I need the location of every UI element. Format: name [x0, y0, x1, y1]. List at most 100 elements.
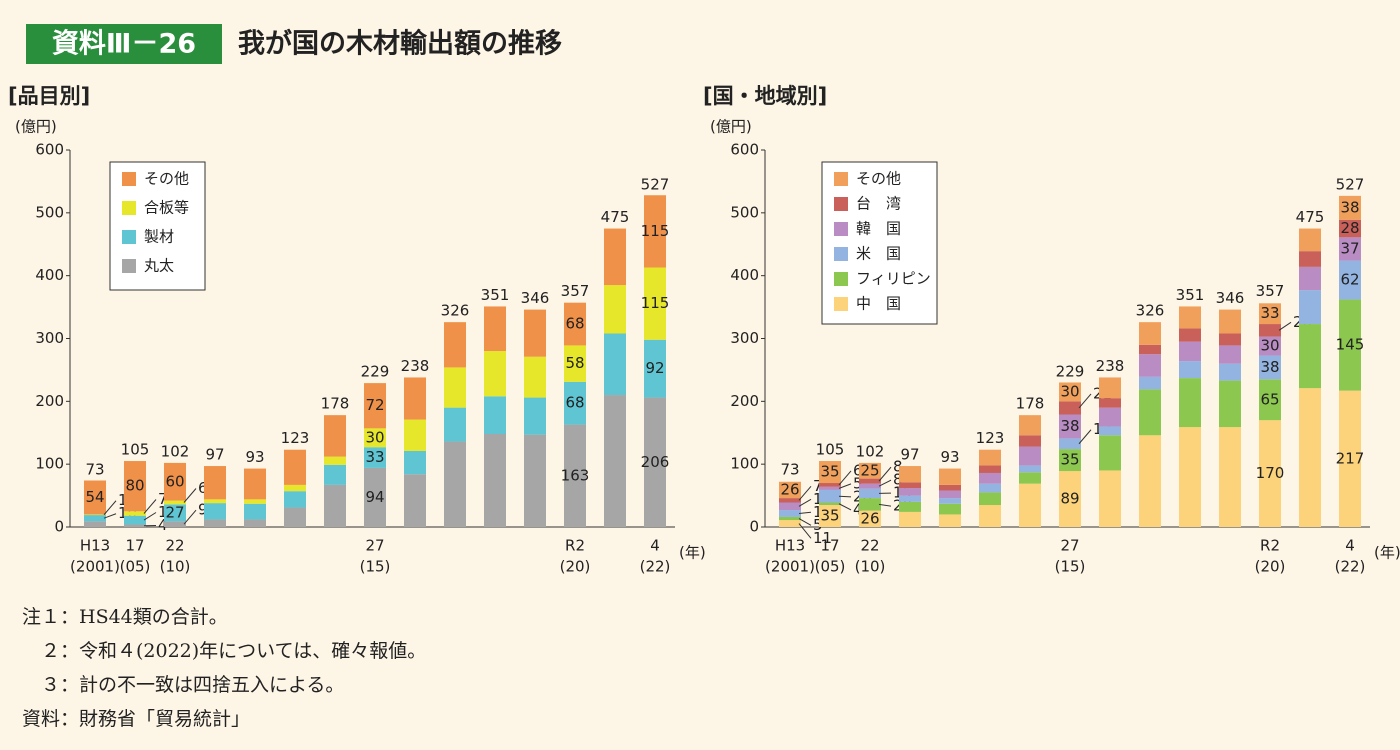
- value-label: 60: [165, 472, 184, 490]
- x-axis-label: (年): [679, 544, 706, 562]
- value-label: 1: [118, 491, 128, 509]
- bar-segment: [124, 511, 146, 516]
- bar-segment: [1059, 414, 1081, 439]
- value-label: 38: [1060, 417, 1079, 435]
- bar-segment: [939, 503, 961, 515]
- leader-line: [878, 466, 892, 482]
- bar-segment: [244, 519, 266, 527]
- bar-segment: [364, 447, 386, 468]
- legend-swatch: [122, 172, 136, 186]
- value-label: 170: [1256, 464, 1285, 482]
- bar-segment: [1019, 472, 1041, 484]
- leader-line: [798, 518, 812, 526]
- value-label: 4: [853, 500, 863, 518]
- value-label: 26: [860, 509, 879, 527]
- bar-segment: [604, 228, 626, 286]
- x-axis-label: (年): [1374, 544, 1400, 562]
- value-label: 68: [565, 315, 584, 333]
- legend-label: 米 国: [856, 245, 901, 263]
- y-tick-label: 300: [730, 329, 759, 347]
- legend-swatch: [834, 222, 848, 236]
- bar-segment: [1259, 420, 1281, 527]
- bar-segment: [859, 478, 881, 484]
- bar-segment: [779, 510, 801, 517]
- x-tick-sublabel: (2001): [765, 558, 815, 576]
- bar-segment: [284, 449, 306, 485]
- bar-segment: [324, 456, 346, 465]
- bar-segment: [779, 498, 801, 503]
- bar-segment: [1299, 290, 1321, 325]
- bar-segment: [779, 516, 801, 521]
- bar-segment: [939, 490, 961, 499]
- leader-line: [838, 483, 852, 489]
- bar-segment: [204, 519, 226, 527]
- leader-line: [878, 503, 892, 507]
- leader-line: [798, 523, 812, 539]
- legend-label: 丸太: [144, 257, 174, 275]
- bar-segment: [204, 466, 226, 500]
- note: ２：令和４(2022)年については、確々報値。: [22, 640, 426, 662]
- value-label: 38: [1260, 358, 1279, 376]
- total-label: 475: [1296, 208, 1325, 226]
- x-tick-label: H13: [775, 537, 805, 555]
- bar-segment: [1099, 470, 1121, 527]
- legend-swatch: [122, 230, 136, 244]
- y-tick-label: 400: [730, 266, 759, 284]
- leader-line: [798, 485, 812, 501]
- leader-line: [798, 511, 812, 514]
- bar-segment: [779, 481, 801, 499]
- bar-segment: [604, 333, 626, 396]
- value-label: 33: [365, 448, 384, 466]
- bar-segment: [524, 309, 546, 357]
- legend-swatch: [834, 297, 848, 311]
- bar-segment: [1139, 389, 1161, 436]
- bar-segment: [484, 351, 506, 397]
- y-tick-label: 0: [749, 518, 759, 536]
- bar-segment: [124, 515, 146, 525]
- legend-swatch: [122, 259, 136, 273]
- bar-segment: [979, 465, 1001, 473]
- bar-segment: [1219, 345, 1241, 364]
- leader-line: [183, 488, 197, 503]
- total-label: 357: [561, 282, 590, 300]
- value-label: 65: [1260, 390, 1279, 408]
- total-label: 238: [1096, 357, 1125, 375]
- x-tick-sublabel: (15): [1055, 558, 1086, 576]
- note: ３：計の不一致は四捨五入による。: [22, 674, 344, 696]
- bar-segment: [124, 461, 146, 512]
- value-label: 5: [853, 474, 863, 492]
- leader-line: [878, 479, 892, 487]
- total-label: 351: [481, 286, 510, 304]
- bar-segment: [444, 322, 466, 368]
- total-label: 97: [205, 446, 224, 464]
- legend-swatch: [834, 272, 848, 286]
- x-tick-label: 27: [1060, 537, 1079, 555]
- value-label: 30: [1060, 382, 1079, 400]
- value-label: 35: [820, 507, 839, 525]
- bar-segment: [524, 397, 546, 435]
- bar-segment: [1219, 427, 1241, 527]
- bar-segment: [284, 491, 306, 508]
- value-label: 6: [853, 461, 863, 479]
- bar-segment: [1139, 376, 1161, 390]
- bar-segment: [124, 524, 146, 527]
- bar-segment: [364, 467, 386, 527]
- x-tick-sublabel: (10): [160, 558, 191, 576]
- value-label: 89: [1060, 490, 1079, 508]
- value-label: 30: [365, 428, 384, 446]
- bar-segment: [1099, 435, 1121, 471]
- bar-segment: [1019, 465, 1041, 473]
- bar-segment: [1179, 378, 1201, 428]
- bar-segment: [404, 419, 426, 451]
- bar-segment: [979, 505, 1001, 527]
- bar-segment: [1099, 398, 1121, 408]
- legend-swatch: [834, 247, 848, 261]
- bar-segment: [1139, 435, 1161, 527]
- bar-segment: [979, 472, 1001, 484]
- bar-segment: [1179, 328, 1201, 342]
- bar-segment: [244, 468, 266, 500]
- chart-subtitle: [品目別]: [8, 84, 90, 108]
- bar-segment: [404, 450, 426, 475]
- leader-line: [183, 509, 197, 525]
- total-label: 351: [1176, 286, 1205, 304]
